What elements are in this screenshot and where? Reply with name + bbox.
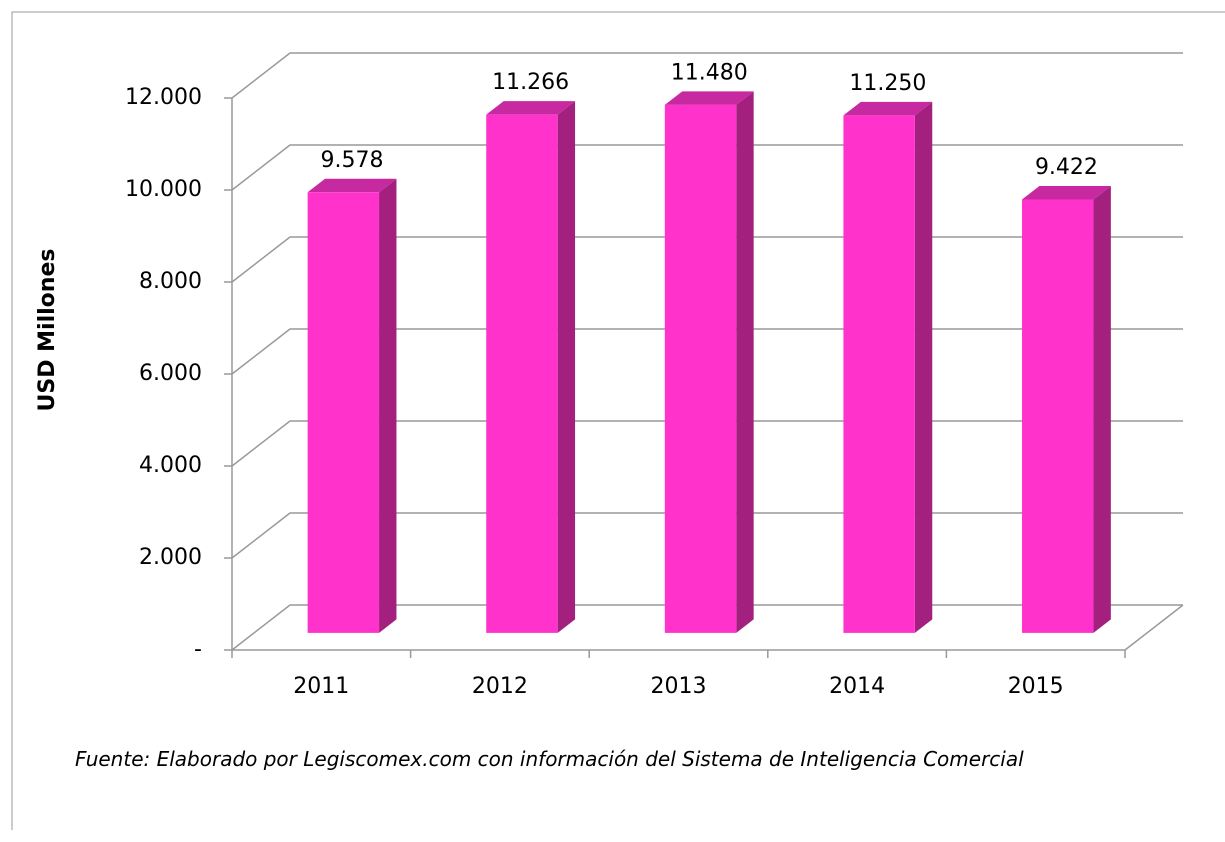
grid-line <box>231 52 1183 99</box>
value-label: 9.422 <box>1035 155 1098 180</box>
bar <box>307 192 380 633</box>
x-tick-label: 2012 <box>472 674 528 699</box>
bar-top <box>664 91 754 105</box>
bar-side <box>1093 185 1111 633</box>
y-tick-label: 8.000 <box>139 269 202 294</box>
y-axis-label: USD Millones <box>35 249 60 412</box>
y-tick-label: 6.000 <box>139 361 202 386</box>
bar-side <box>557 101 576 633</box>
bar-side <box>736 91 754 633</box>
y-tick-label: 12.000 <box>125 85 202 110</box>
x-tick-label: 2013 <box>651 674 707 699</box>
bar-side <box>914 101 933 633</box>
value-label: 11.480 <box>671 60 748 85</box>
x-tick-label: 2014 <box>829 674 885 699</box>
frame <box>11 11 1225 830</box>
value-label: 9.578 <box>321 148 384 173</box>
y-tick-label: - <box>194 637 202 662</box>
y-tick-label: 2.000 <box>139 545 202 570</box>
bar <box>664 104 737 633</box>
bar <box>843 115 915 633</box>
bar <box>1022 199 1094 633</box>
bar <box>486 114 558 633</box>
source-note: Fuente: Elaborado por Legiscomex.com con… <box>75 747 1024 771</box>
value-label: 11.266 <box>492 70 569 95</box>
y-tick-label: 4.000 <box>139 453 202 478</box>
bar-side <box>379 178 397 633</box>
bar-top <box>843 101 933 116</box>
y-tick-label: 10.000 <box>125 177 202 202</box>
bar-top <box>307 178 397 193</box>
x-tick-label: 2011 <box>293 674 349 699</box>
x-tick-label: 2015 <box>1008 674 1064 699</box>
bar-top <box>1022 185 1111 200</box>
value-label: 11.250 <box>849 71 926 96</box>
bar-top <box>486 101 576 115</box>
